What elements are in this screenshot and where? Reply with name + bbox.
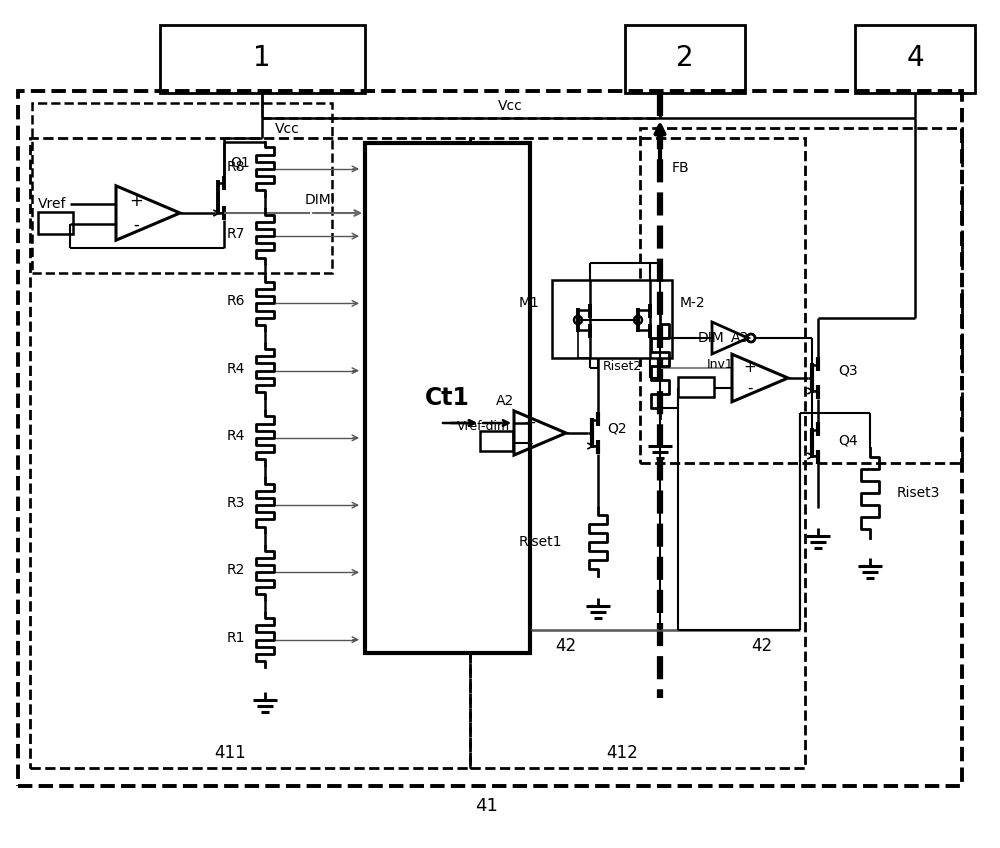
Bar xyxy=(678,377,714,397)
Bar xyxy=(640,128,962,463)
Text: R3: R3 xyxy=(227,496,245,510)
Text: 42: 42 xyxy=(751,637,773,655)
Text: +: + xyxy=(524,416,536,431)
Text: Riset2: Riset2 xyxy=(603,360,642,372)
Bar xyxy=(470,138,805,768)
Text: R7: R7 xyxy=(227,227,245,241)
Bar xyxy=(625,25,745,93)
Text: Q3: Q3 xyxy=(838,363,858,377)
Text: 412: 412 xyxy=(606,744,638,762)
Bar xyxy=(480,431,513,451)
Text: +: + xyxy=(129,192,143,210)
Text: DIM: DIM xyxy=(698,331,725,345)
Text: 4: 4 xyxy=(906,44,924,72)
Text: M-2: M-2 xyxy=(680,296,706,310)
Bar xyxy=(855,25,975,93)
Text: FB: FB xyxy=(672,161,690,175)
Text: R8: R8 xyxy=(226,160,245,174)
Text: 42: 42 xyxy=(555,637,577,655)
Text: Vref-dim: Vref-dim xyxy=(457,420,510,432)
Text: Riset3: Riset3 xyxy=(897,486,940,500)
Text: R6: R6 xyxy=(226,294,245,309)
Text: -: - xyxy=(747,381,753,395)
Bar xyxy=(30,138,470,768)
Text: M1: M1 xyxy=(519,296,540,310)
Text: R1: R1 xyxy=(226,631,245,644)
Text: A2: A2 xyxy=(496,394,514,408)
Text: R2: R2 xyxy=(227,563,245,577)
Text: 41: 41 xyxy=(476,797,498,815)
Text: Q4: Q4 xyxy=(838,434,858,448)
Bar xyxy=(365,143,530,653)
Text: 1: 1 xyxy=(253,44,271,72)
Bar xyxy=(160,25,365,93)
Bar xyxy=(18,91,962,786)
Text: Q2: Q2 xyxy=(607,421,627,435)
Text: DIMi: DIMi xyxy=(305,193,335,207)
Text: Vcc: Vcc xyxy=(498,99,522,113)
Text: +: + xyxy=(744,360,756,376)
Text: Q1: Q1 xyxy=(230,156,250,170)
Text: R4: R4 xyxy=(227,429,245,443)
Text: Inv1: Inv1 xyxy=(707,358,733,371)
Bar xyxy=(32,103,332,273)
Text: -: - xyxy=(527,436,533,450)
Text: Vref: Vref xyxy=(38,197,66,211)
Text: -: - xyxy=(133,216,139,234)
Text: Ct1: Ct1 xyxy=(425,386,469,410)
Text: 411: 411 xyxy=(214,744,246,762)
Text: A3: A3 xyxy=(731,331,749,345)
Text: 2: 2 xyxy=(676,44,694,72)
Text: Vcc: Vcc xyxy=(275,122,300,136)
Text: R4: R4 xyxy=(227,361,245,376)
Text: Riset1: Riset1 xyxy=(518,535,562,549)
Bar xyxy=(552,280,672,358)
Bar xyxy=(38,212,73,234)
